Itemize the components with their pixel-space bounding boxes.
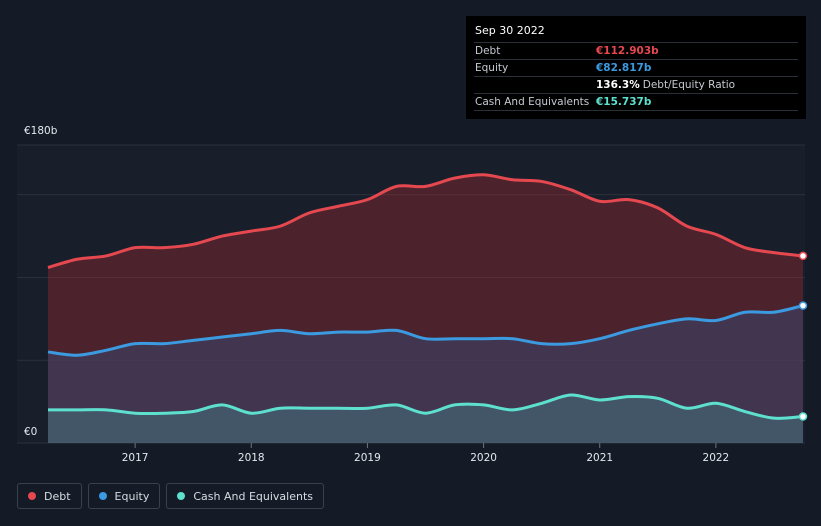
cash-and-equivalents-area	[48, 394, 803, 443]
x-tick-label: 2018	[238, 452, 265, 464]
tooltip-ratio-suffix: Debt/Equity Ratio	[642, 79, 736, 91]
tooltip-date: Sep 30 2022	[475, 24, 545, 37]
tooltip-cash-label: Cash And Equivalents	[475, 96, 590, 108]
x-tick-label: 2022	[703, 452, 730, 464]
legend-item-equity[interactable]: Equity	[87, 483, 161, 509]
x-tick-label: 2020	[470, 452, 497, 464]
legend-dot-equity-icon	[98, 492, 107, 500]
x-tick-label: 2017	[122, 452, 149, 464]
cash-and-equivalents-line	[48, 393, 804, 420]
gridlines	[17, 144, 805, 444]
series-end-markers	[798, 251, 808, 421]
tooltip-debt-label: Debt	[475, 45, 501, 57]
legend-label-equity: Equity	[114, 489, 150, 503]
debt-end-point	[798, 251, 808, 261]
tooltip-debt-value: €112.903b	[596, 45, 659, 57]
legend-item-debt[interactable]: Debt	[17, 483, 82, 509]
equity-end-point	[798, 301, 808, 310]
tooltip-row-equity: Equity €82.817b	[474, 59, 798, 76]
legend-label-cash: Cash And Equivalents	[193, 489, 313, 503]
tooltip-row-ratio: 136.3% Debt/Equity Ratio	[474, 76, 798, 93]
tooltip-ratio-value: 136.3%	[596, 79, 640, 91]
x-axis-ticks: 2017 2018 2019 2020 2021 2022	[122, 443, 730, 464]
legend-dot-debt-icon	[28, 492, 36, 500]
tooltip-cash-value: €15.737b	[596, 96, 652, 108]
x-tick-label: 2019	[354, 452, 381, 464]
legend-item-cash[interactable]: Cash And Equivalents	[166, 483, 324, 509]
y-axis-top-label: €180b	[24, 125, 58, 137]
x-tick-label: 2021	[586, 452, 613, 464]
debt-area	[48, 174, 803, 443]
series-lines	[47, 173, 804, 420]
tooltip-row-cash: Cash And Equivalents €15.737b	[474, 93, 798, 111]
legend-label-debt: Debt	[44, 489, 71, 503]
data-tooltip: Sep 30 2022 Debt €112.903b Equity €82.81…	[466, 16, 806, 119]
debt-line	[47, 173, 804, 269]
series-areas	[48, 174, 803, 443]
y-axis-bottom-label: €0	[24, 426, 37, 438]
equity-line	[47, 304, 804, 357]
chart-legend: Debt Equity Cash And Equivalents	[17, 483, 324, 509]
tooltip-equity-label: Equity	[475, 62, 509, 74]
cash-and-equivalents-end-point	[798, 412, 808, 421]
legend-dot-cash-icon	[177, 492, 186, 500]
tooltip-row-debt: Debt €112.903b	[474, 42, 798, 59]
tooltip-equity-value: €82.817b	[596, 62, 652, 74]
